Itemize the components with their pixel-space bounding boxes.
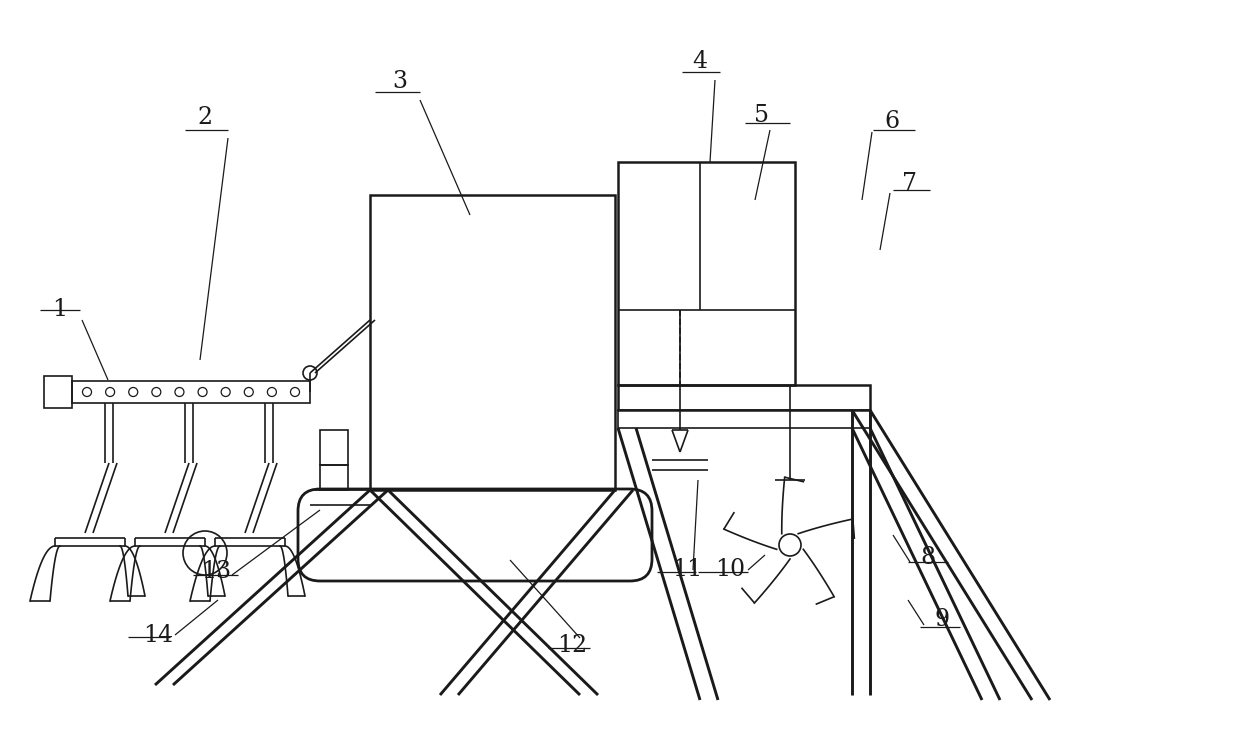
Bar (370, 195, 615, 490)
Text: 3: 3 (393, 70, 408, 94)
Text: 7: 7 (903, 172, 918, 194)
Text: 8: 8 (920, 547, 935, 570)
Bar (618, 410, 870, 428)
Text: 6: 6 (884, 111, 899, 133)
Text: 10: 10 (715, 559, 745, 581)
Bar (43, 376, 72, 408)
Bar (320, 465, 348, 490)
Bar (72, 381, 310, 403)
Text: 1: 1 (52, 298, 67, 322)
Bar (618, 162, 795, 385)
Text: 13: 13 (201, 561, 231, 583)
Bar (320, 430, 348, 465)
Text: 9: 9 (935, 608, 950, 632)
Text: 4: 4 (692, 51, 708, 73)
Text: 11: 11 (672, 559, 702, 581)
Text: 2: 2 (197, 106, 212, 130)
Bar (618, 385, 870, 410)
Text: 5: 5 (754, 103, 770, 127)
Text: 14: 14 (143, 624, 174, 647)
Text: 12: 12 (557, 633, 587, 657)
